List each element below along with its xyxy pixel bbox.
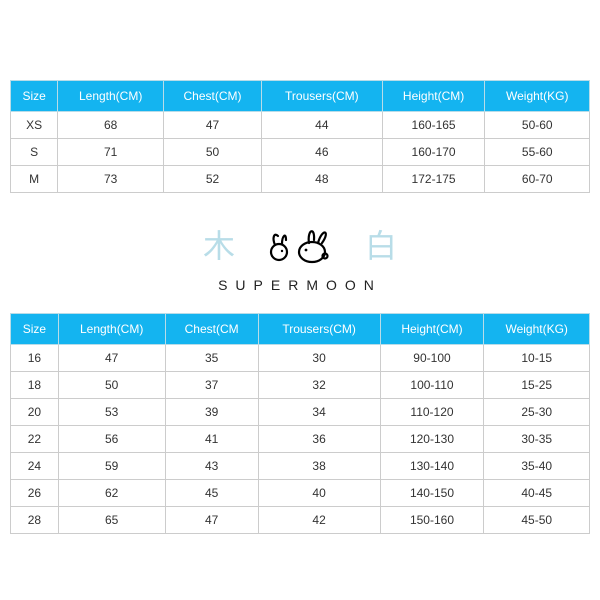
table-cell: 52: [164, 166, 262, 193]
table-row: 20533934110-12025-30: [11, 399, 590, 426]
table-cell: 16: [11, 345, 59, 372]
table-cell: 28: [11, 507, 59, 534]
table-cell: 25-30: [484, 399, 590, 426]
table-cell: 160-170: [382, 139, 485, 166]
table-cell: 42: [258, 507, 380, 534]
size-table-kids: Size Length(CM) Chest(CM Trousers(CM) He…: [10, 313, 590, 534]
table-cell: 100-110: [380, 372, 484, 399]
table-cell: 48: [261, 166, 382, 193]
table-cell: 22: [11, 426, 59, 453]
table-cell: 35-40: [484, 453, 590, 480]
table-cell: S: [11, 139, 58, 166]
table-cell: 15-25: [484, 372, 590, 399]
table-cell: 140-150: [380, 480, 484, 507]
table-cell: 34: [258, 399, 380, 426]
table-row: 24594338130-14035-40: [11, 453, 590, 480]
table-cell: 32: [258, 372, 380, 399]
table-header: Size Length(CM) Chest(CM Trousers(CM) He…: [11, 314, 590, 345]
col-length: Length(CM): [58, 81, 164, 112]
col-chest: Chest(CM: [165, 314, 258, 345]
col-length: Length(CM): [58, 314, 165, 345]
table-row: 18503732100-11015-25: [11, 372, 590, 399]
col-weight: Weight(KG): [484, 314, 590, 345]
table-cell: 40-45: [484, 480, 590, 507]
col-height: Height(CM): [382, 81, 485, 112]
col-trousers: Trousers(CM): [261, 81, 382, 112]
table-cell: 50: [58, 372, 165, 399]
table-cell: 45: [165, 480, 258, 507]
table-cell: 40: [258, 480, 380, 507]
table-cell: 60-70: [485, 166, 590, 193]
table-cell: 47: [165, 507, 258, 534]
brand-name: SUPERMOON: [203, 277, 397, 293]
table-body: XS684744160-16550-60S715046160-17055-60M…: [11, 112, 590, 193]
table-cell: 120-130: [380, 426, 484, 453]
table-cell: 18: [11, 372, 59, 399]
table-cell: 150-160: [380, 507, 484, 534]
table-cell: 39: [165, 399, 258, 426]
table-cell: 30-35: [484, 426, 590, 453]
col-chest: Chest(CM): [164, 81, 262, 112]
table-cell: 43: [165, 453, 258, 480]
table-cell: 110-120: [380, 399, 484, 426]
table-cell: 36: [258, 426, 380, 453]
table-cell: 172-175: [382, 166, 485, 193]
table-cell: 90-100: [380, 345, 484, 372]
table-cell: 38: [258, 453, 380, 480]
table-row: 28654742150-16045-50: [11, 507, 590, 534]
table-cell: 53: [58, 399, 165, 426]
table-row: 26624540140-15040-45: [11, 480, 590, 507]
table-cell: 50: [164, 139, 262, 166]
size-table-adult: Size Length(CM) Chest(CM) Trousers(CM) H…: [10, 80, 590, 193]
table-header: Size Length(CM) Chest(CM) Trousers(CM) H…: [11, 81, 590, 112]
col-size: Size: [11, 314, 59, 345]
table-cell: 46: [261, 139, 382, 166]
table-body: 1647353090-10010-1518503732100-11015-252…: [11, 345, 590, 534]
table-row: 1647353090-10010-15: [11, 345, 590, 372]
table-cell: 73: [58, 166, 164, 193]
col-height: Height(CM): [380, 314, 484, 345]
table-cell: 160-165: [382, 112, 485, 139]
table-cell: 71: [58, 139, 164, 166]
brand-row: 木 白: [203, 221, 397, 267]
table-cell: 26: [11, 480, 59, 507]
table-cell: 47: [58, 345, 165, 372]
table-cell: 20: [11, 399, 59, 426]
table-cell: XS: [11, 112, 58, 139]
table-cell: 50-60: [485, 112, 590, 139]
table-cell: M: [11, 166, 58, 193]
table-cell: 56: [58, 426, 165, 453]
table-row: M735248172-17560-70: [11, 166, 590, 193]
table-row: 22564136120-13030-35: [11, 426, 590, 453]
table-cell: 41: [165, 426, 258, 453]
table-cell: 59: [58, 453, 165, 480]
table-cell: 68: [58, 112, 164, 139]
table-cell: 65: [58, 507, 165, 534]
col-trousers: Trousers(CM): [258, 314, 380, 345]
brand-block: 木 白 SUPERMOON: [203, 221, 397, 293]
col-size: Size: [11, 81, 58, 112]
table-cell: 37: [165, 372, 258, 399]
table-cell: 30: [258, 345, 380, 372]
brand-right-char: 白: [365, 221, 397, 267]
table-cell: 45-50: [484, 507, 590, 534]
col-weight: Weight(KG): [485, 81, 590, 112]
bunny-icon: [265, 222, 335, 266]
table-cell: 47: [164, 112, 262, 139]
table-cell: 55-60: [485, 139, 590, 166]
table-cell: 44: [261, 112, 382, 139]
table-cell: 35: [165, 345, 258, 372]
table-cell: 130-140: [380, 453, 484, 480]
table-row: XS684744160-16550-60: [11, 112, 590, 139]
table-cell: 24: [11, 453, 59, 480]
table-cell: 10-15: [484, 345, 590, 372]
table-cell: 62: [58, 480, 165, 507]
table-row: S715046160-17055-60: [11, 139, 590, 166]
brand-left-char: 木: [203, 221, 235, 267]
